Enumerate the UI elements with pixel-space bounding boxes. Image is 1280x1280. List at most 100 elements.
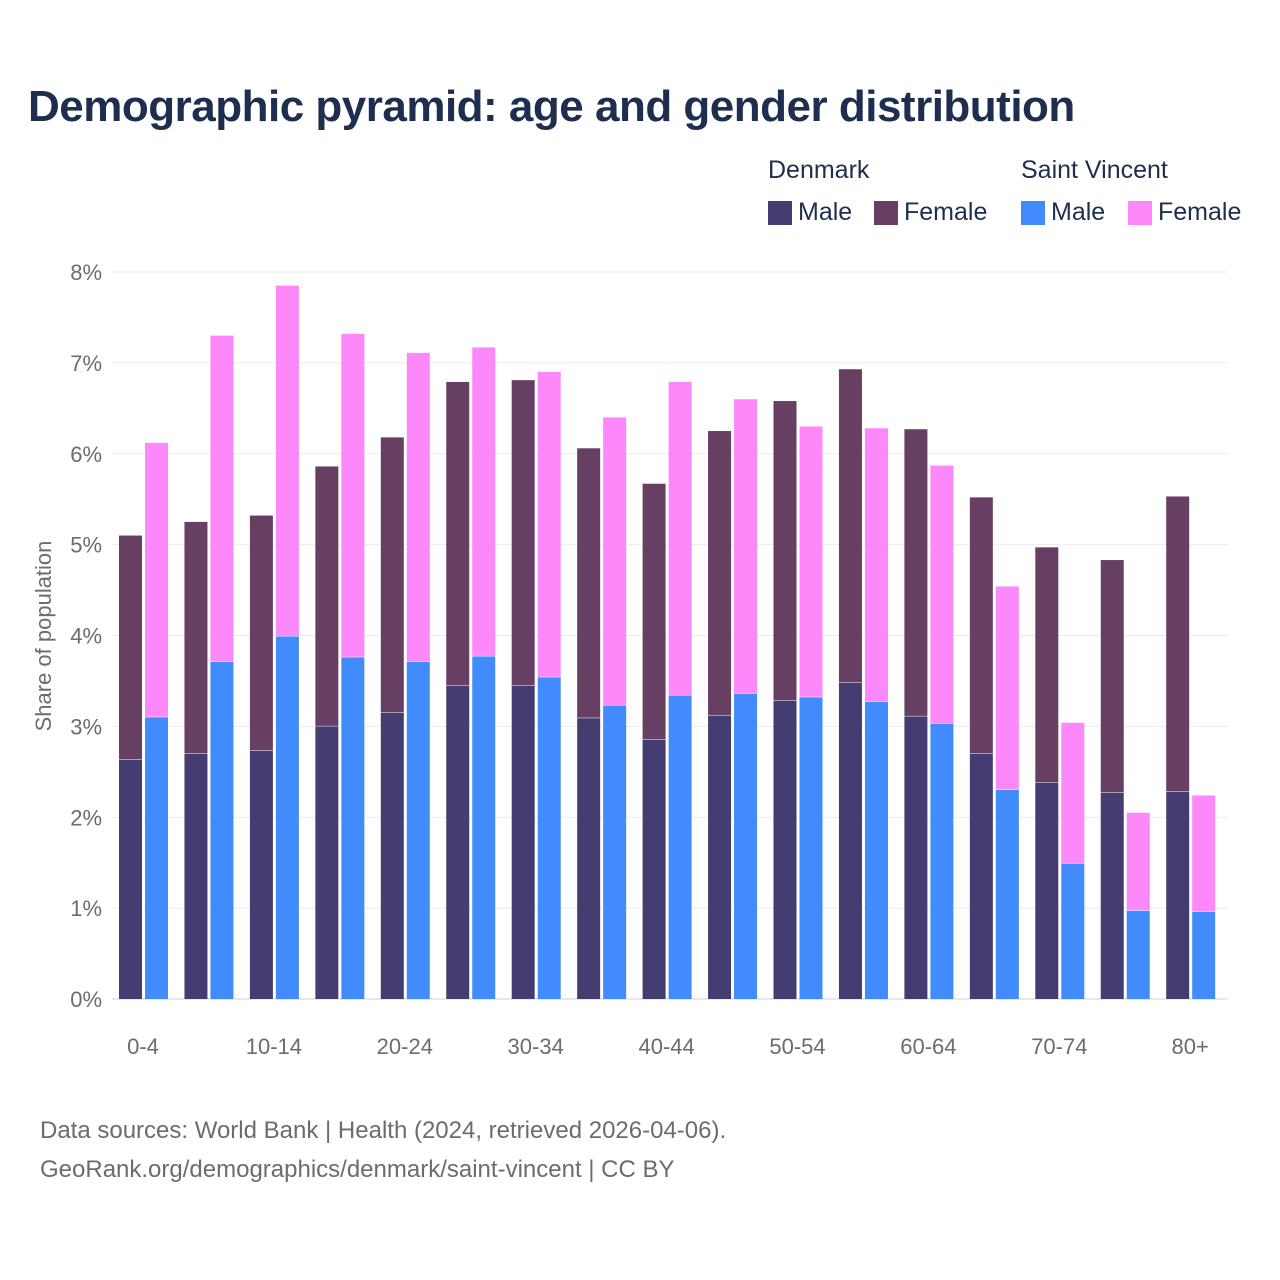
bar-saint-vincent-female[interactable]	[799, 426, 823, 697]
bar-saint-vincent-male[interactable]	[275, 636, 299, 999]
bar-denmark-male[interactable]	[119, 759, 142, 999]
bar-denmark-female[interactable]	[315, 466, 339, 726]
y-tick-label: 1%	[70, 896, 102, 921]
legend-saint-vincent-male[interactable]: Male	[1021, 198, 1105, 227]
bar-saint-vincent-female[interactable]	[668, 381, 692, 695]
legend-swatch	[1128, 200, 1152, 225]
y-tick-label: 5%	[70, 533, 102, 558]
bar-denmark-female[interactable]	[184, 521, 208, 754]
bar-saint-vincent-male[interactable]	[668, 695, 692, 999]
legend-label: Male	[1051, 198, 1106, 226]
bar-saint-vincent-male[interactable]	[864, 701, 888, 999]
bar-saint-vincent-male[interactable]	[406, 661, 430, 999]
bar-denmark-male[interactable]	[511, 685, 535, 999]
legend-swatch	[1021, 200, 1045, 225]
bar-denmark-male[interactable]	[249, 750, 273, 999]
bar-saint-vincent-female[interactable]	[537, 371, 561, 677]
bar-saint-vincent-female[interactable]	[341, 333, 365, 657]
bar-denmark-male[interactable]	[1100, 792, 1124, 999]
bar-denmark-male[interactable]	[1035, 782, 1059, 999]
bar-denmark-male[interactable]	[184, 753, 208, 999]
bar-saint-vincent-female[interactable]	[1061, 722, 1085, 864]
bar-saint-vincent-male[interactable]	[995, 789, 1019, 999]
source-line-2[interactable]: GeoRank.org/demographics/denmark/saint-v…	[40, 1156, 675, 1183]
bar-saint-vincent-female[interactable]	[995, 586, 1019, 790]
bar-denmark-female[interactable]	[1035, 547, 1059, 783]
bar-saint-vincent-female[interactable]	[734, 399, 758, 694]
legend-label: Female	[1158, 198, 1242, 226]
legend-denmark-female[interactable]: Female	[874, 198, 987, 227]
bar-saint-vincent-female[interactable]	[275, 285, 299, 636]
bar-denmark-male[interactable]	[904, 716, 928, 999]
x-tick-label: 80+	[1172, 1034, 1209, 1059]
bar-denmark-male[interactable]	[773, 700, 797, 999]
bar-denmark-female[interactable]	[249, 515, 273, 751]
legend-saint-vincent-female[interactable]: Female	[1128, 198, 1241, 227]
bar-denmark-male[interactable]	[1166, 791, 1190, 999]
bar-denmark-female[interactable]	[838, 369, 862, 683]
bar-denmark-female[interactable]	[119, 535, 142, 760]
legend-swatch	[874, 200, 898, 225]
bar-saint-vincent-male[interactable]	[1126, 910, 1150, 999]
bar-denmark-female[interactable]	[1166, 496, 1190, 792]
bar-denmark-female[interactable]	[969, 497, 993, 754]
chart-title: Demographic pyramid: age and gender dist…	[28, 82, 1075, 131]
bar-saint-vincent-male[interactable]	[734, 693, 758, 999]
bar-denmark-female[interactable]	[577, 448, 601, 718]
bar-saint-vincent-female[interactable]	[145, 442, 168, 717]
bar-denmark-male[interactable]	[577, 718, 601, 999]
x-tick-label: 40-44	[638, 1034, 694, 1059]
bar-saint-vincent-male[interactable]	[145, 717, 168, 999]
bar-saint-vincent-female[interactable]	[210, 335, 234, 662]
bar-denmark-male[interactable]	[446, 685, 470, 999]
x-tick-label: 60-64	[900, 1034, 956, 1059]
bar-denmark-female[interactable]	[904, 429, 928, 716]
y-tick-label: 2%	[70, 805, 102, 830]
legend-swatch	[768, 200, 792, 225]
bar-saint-vincent-male[interactable]	[603, 705, 627, 999]
bar-denmark-female[interactable]	[1100, 560, 1124, 793]
legend-group-denmark: Denmark	[768, 156, 870, 184]
y-tick-label: 8%	[70, 260, 102, 285]
bar-saint-vincent-male[interactable]	[930, 723, 954, 999]
x-tick-label: 70-74	[1031, 1034, 1087, 1059]
bar-saint-vincent-female[interactable]	[603, 417, 627, 705]
bar-denmark-male[interactable]	[642, 740, 666, 999]
bar-saint-vincent-male[interactable]	[799, 697, 823, 999]
bar-denmark-male[interactable]	[380, 712, 404, 999]
bar-denmark-female[interactable]	[708, 431, 732, 715]
bar-saint-vincent-female[interactable]	[930, 465, 954, 724]
x-tick-label: 50-54	[769, 1034, 825, 1059]
y-tick-label: 7%	[70, 351, 102, 376]
bar-denmark-female[interactable]	[446, 381, 470, 685]
bar-denmark-male[interactable]	[838, 682, 862, 999]
y-tick-label: 3%	[70, 714, 102, 739]
bar-denmark-female[interactable]	[511, 380, 535, 685]
bar-saint-vincent-male[interactable]	[537, 677, 561, 999]
y-tick-label: 0%	[70, 987, 102, 1012]
bar-saint-vincent-male[interactable]	[472, 656, 496, 999]
bar-denmark-female[interactable]	[642, 483, 666, 740]
bar-denmark-male[interactable]	[969, 753, 993, 999]
legend-denmark-male[interactable]: Male	[768, 198, 852, 227]
bar-denmark-male[interactable]	[708, 715, 732, 999]
source-line-1: Data sources: World Bank | Health (2024,…	[40, 1117, 727, 1144]
bar-saint-vincent-female[interactable]	[472, 347, 496, 656]
bar-saint-vincent-female[interactable]	[1126, 812, 1150, 911]
bar-saint-vincent-male[interactable]	[1192, 911, 1216, 999]
bar-denmark-female[interactable]	[773, 401, 797, 701]
x-tick-label: 10-14	[246, 1034, 302, 1059]
bar-denmark-male[interactable]	[315, 726, 339, 999]
bar-saint-vincent-female[interactable]	[406, 352, 430, 662]
bar-saint-vincent-female[interactable]	[1192, 795, 1216, 912]
x-tick-label: 20-24	[377, 1034, 433, 1059]
bar-saint-vincent-male[interactable]	[1061, 863, 1085, 999]
bar-saint-vincent-male[interactable]	[341, 657, 365, 999]
bar-saint-vincent-male[interactable]	[210, 661, 234, 999]
bar-denmark-female[interactable]	[380, 437, 404, 713]
legend-group-saint-vincent: Saint Vincent	[1021, 156, 1168, 184]
x-tick-label: 30-34	[508, 1034, 564, 1059]
y-tick-label: 4%	[70, 624, 102, 649]
bar-saint-vincent-female[interactable]	[864, 428, 888, 702]
